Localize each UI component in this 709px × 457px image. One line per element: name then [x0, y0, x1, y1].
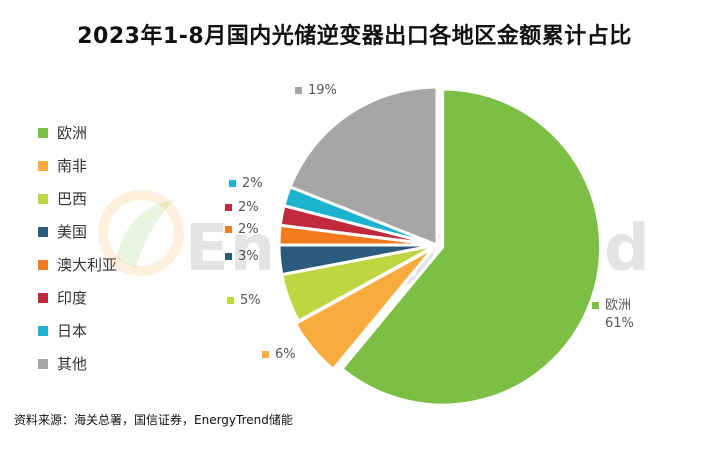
legend-label: 南非	[57, 157, 88, 175]
data-label-marker	[225, 253, 232, 260]
legend-swatch	[38, 127, 48, 138]
legend-label: 印度	[57, 289, 88, 307]
data-label-value: 61%	[605, 316, 634, 331]
legend-item: 美国	[38, 215, 117, 248]
data-label-marker	[225, 204, 232, 211]
source-note: 资料来源：海关总署，国信证券，EnergyTrend储能	[14, 413, 293, 427]
legend-label: 日本	[57, 322, 88, 340]
legend-item: 南非	[38, 149, 117, 182]
pie-slice	[339, 87, 603, 407]
pie-slice	[293, 246, 436, 372]
legend-item: 印度	[38, 281, 117, 314]
legend-label: 其他	[57, 355, 88, 373]
watermark-logo-icon	[98, 190, 184, 276]
data-label-value: 6%	[275, 347, 296, 362]
legend-swatch	[38, 292, 48, 303]
legend-label: 美国	[57, 223, 88, 241]
pie-slice	[288, 85, 439, 248]
legend-swatch	[38, 325, 48, 336]
data-label-name: 欧洲	[605, 298, 631, 313]
data-label-value: 19%	[308, 83, 337, 98]
legend-swatch	[38, 259, 48, 270]
legend-label: 巴西	[57, 190, 88, 208]
legend-swatch	[38, 226, 48, 237]
data-label-marker	[229, 180, 236, 187]
data-label-value: 5%	[240, 293, 261, 308]
legend-label: 澳大利亚	[57, 256, 118, 274]
legend-item: 澳大利亚	[38, 248, 117, 281]
legend-item: 欧洲	[38, 116, 117, 149]
data-label-marker	[227, 297, 234, 304]
chart-title: 2023年1-8月国内光储逆变器出口各地区金额累计占比	[77, 24, 632, 49]
legend-item: 巴西	[38, 182, 117, 215]
legend-item: 日本	[38, 314, 117, 347]
data-label-value: 3%	[238, 249, 259, 264]
data-label-value: 2%	[238, 200, 259, 215]
data-label-value: 2%	[238, 222, 259, 237]
legend-swatch	[38, 193, 48, 204]
legend-item: 其他	[38, 347, 117, 380]
legend-swatch	[38, 358, 48, 369]
legend-label: 欧洲	[57, 124, 88, 142]
chart-legend: 欧洲南非巴西美国澳大利亚印度日本其他	[38, 116, 117, 380]
data-label-marker	[295, 87, 302, 94]
data-label-marker	[225, 226, 232, 233]
data-label-value: 2%	[242, 176, 263, 191]
data-label-marker	[262, 351, 269, 358]
legend-swatch	[38, 160, 48, 171]
data-label-marker	[592, 302, 599, 309]
